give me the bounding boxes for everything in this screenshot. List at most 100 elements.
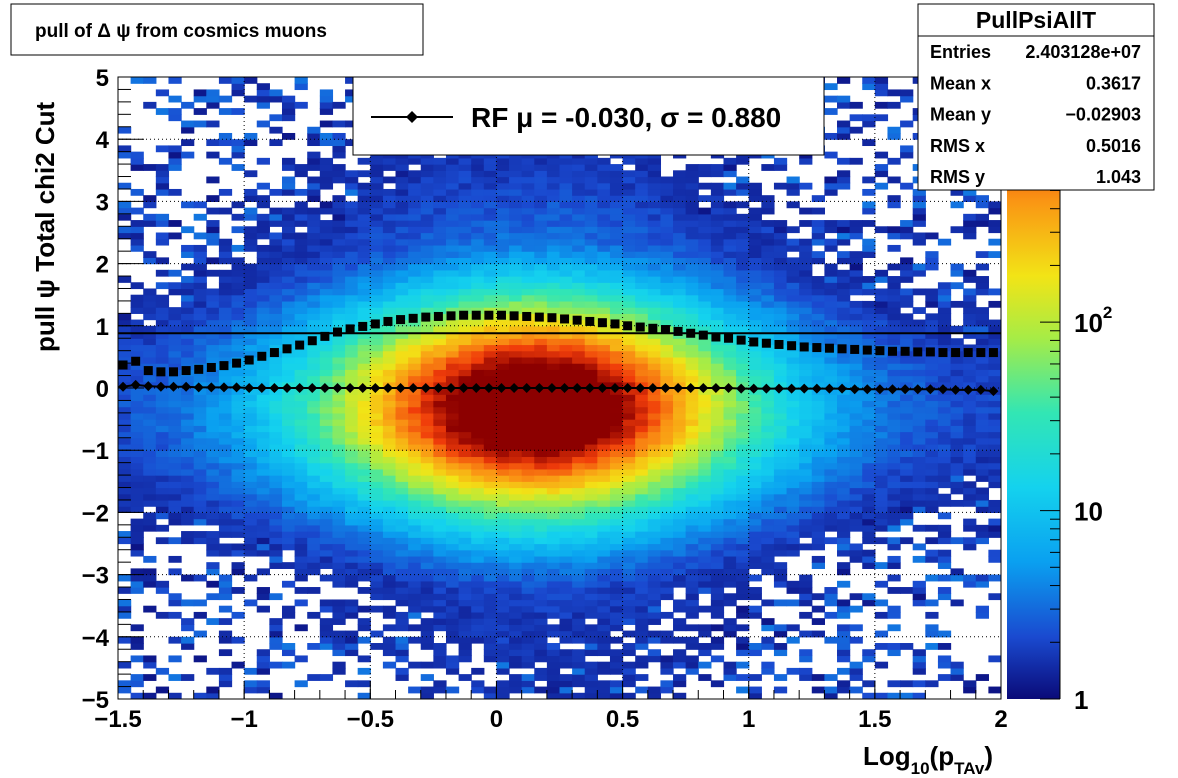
heatmap-cell	[584, 475, 598, 482]
heatmap-cell	[357, 549, 371, 557]
heatmap-cell	[559, 244, 573, 252]
heatmap-cell	[433, 157, 447, 165]
heatmap-cell	[357, 238, 371, 246]
heatmap-cell	[710, 562, 725, 569]
heatmap-cell	[761, 636, 775, 644]
heatmap-cell	[130, 238, 144, 246]
heatmap-cell	[534, 350, 548, 358]
heatmap-cell	[559, 487, 573, 495]
heatmap-cell	[647, 313, 662, 321]
heatmap-cell	[673, 313, 687, 321]
heatmap-cell	[256, 269, 270, 277]
heatmap-cell	[874, 506, 889, 513]
heatmap-cell	[382, 394, 397, 402]
heatmap-cell	[799, 531, 813, 538]
heatmap-cell	[635, 643, 649, 650]
heatmap-cell	[281, 369, 296, 377]
heatmap-cell	[345, 562, 359, 569]
heatmap-cell	[420, 437, 434, 445]
heatmap-cell	[698, 207, 712, 215]
heatmap-cell	[181, 313, 195, 321]
heatmap-cell	[710, 257, 725, 265]
heatmap-cell	[710, 195, 725, 202]
heatmap-cell	[319, 412, 334, 420]
heatmap-cell	[837, 531, 851, 538]
heatmap-cell	[546, 680, 561, 688]
heatmap-cell	[559, 636, 573, 644]
heatmap-cell	[685, 643, 699, 650]
heatmap-cell	[483, 244, 498, 252]
heatmap-cell	[572, 257, 586, 265]
heatmap-cell	[597, 263, 611, 271]
heatmap-cell	[319, 462, 334, 470]
heatmap-cell	[155, 170, 170, 178]
heatmap-cell	[660, 220, 674, 227]
heatmap-cell	[281, 244, 296, 252]
heatmap-cell	[370, 313, 384, 321]
heatmap-cell	[521, 524, 535, 532]
heatmap-cell	[509, 643, 523, 650]
heatmap-cell	[584, 630, 598, 638]
heatmap-cell	[546, 269, 561, 277]
heatmap-cell	[572, 562, 586, 569]
heatmap-cell	[811, 369, 825, 377]
heatmap-cell	[181, 624, 195, 632]
heatmap-cell	[900, 381, 914, 389]
heatmap-cell	[925, 313, 939, 321]
heatmap-cell	[420, 568, 434, 576]
heatmap-cell	[862, 475, 876, 482]
heatmap-cell	[445, 157, 460, 165]
heatmap-cell	[748, 319, 762, 327]
heatmap-cell	[181, 431, 195, 439]
heatmap-cell	[660, 263, 674, 271]
heatmap-cell	[294, 624, 308, 632]
heatmap-cell	[143, 674, 157, 681]
heatmap-cell	[118, 487, 132, 495]
heatmap-cell	[609, 244, 624, 252]
heatmap-cell	[887, 456, 901, 464]
heatmap-cell	[395, 157, 409, 165]
heatmap-cell	[345, 213, 359, 221]
heatmap-cell	[925, 419, 939, 426]
heatmap-cell	[647, 201, 662, 209]
heatmap-cell	[281, 481, 296, 489]
heatmap-cell	[559, 661, 573, 669]
heatmap-cell	[887, 493, 901, 501]
heatmap-cell	[900, 443, 914, 451]
heatmap-cell	[837, 350, 851, 358]
heatmap-cell	[332, 524, 346, 532]
heatmap-cell	[370, 394, 384, 402]
heatmap-cell	[206, 400, 220, 408]
heatmap-cell	[357, 369, 371, 377]
heatmap-cell	[281, 506, 296, 513]
heatmap-cell	[206, 580, 220, 588]
heatmap-cell	[244, 282, 258, 290]
heatmap-cell	[572, 487, 586, 495]
heatmap-cell	[698, 674, 712, 681]
heatmap-cell	[370, 475, 384, 482]
heatmap-cell	[206, 313, 220, 321]
heatmap-cell	[420, 618, 434, 625]
heatmap-cell	[584, 220, 598, 227]
heatmap-cell	[307, 157, 321, 165]
heatmap-cell	[534, 468, 548, 476]
heatmap-cell	[281, 499, 296, 507]
heatmap-cell	[433, 443, 447, 451]
heatmap-cell	[269, 499, 283, 507]
heatmap-cell	[786, 294, 800, 302]
heatmap-cell	[685, 518, 699, 526]
heatmap-cell	[824, 288, 838, 296]
heatmap-cell	[433, 164, 447, 171]
heatmap-cell	[887, 574, 901, 582]
heatmap-cell	[912, 419, 926, 426]
heatmap-cell	[244, 269, 258, 277]
heatmap-cell	[710, 263, 725, 271]
heatmap-cell	[786, 332, 800, 339]
heatmap-cell	[609, 531, 624, 538]
heatmap-cell	[900, 263, 914, 271]
heatmap-cell	[862, 468, 876, 476]
heatmap-cell	[433, 201, 447, 209]
heatmap-cell	[698, 338, 712, 346]
heatmap-cell	[420, 207, 434, 215]
heatmap-cell	[281, 276, 296, 283]
